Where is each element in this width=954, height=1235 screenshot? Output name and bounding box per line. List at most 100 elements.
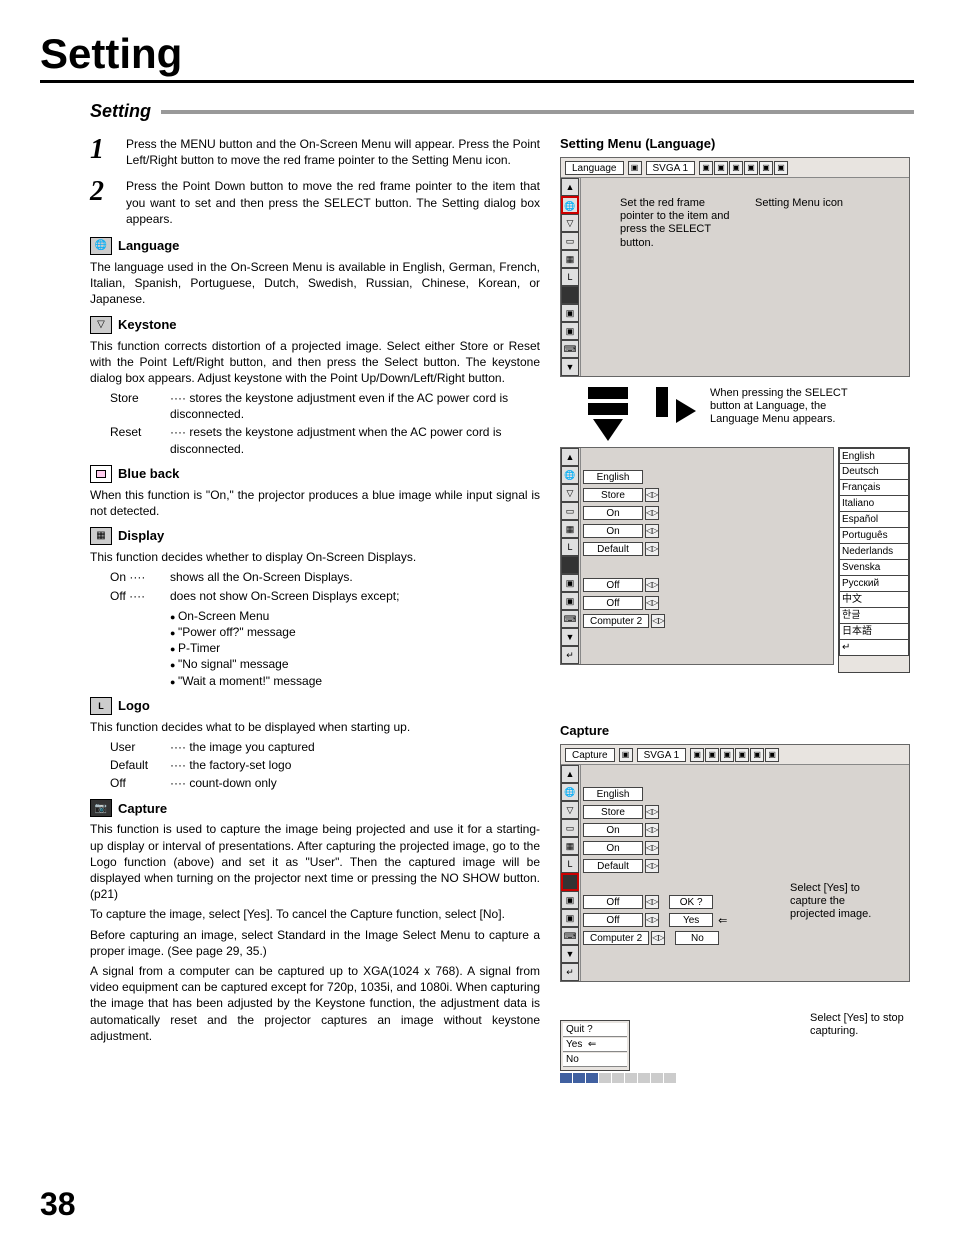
menu-item-icon: ▭ [561,232,579,250]
lr-arrow-icon: ◁▷ [645,596,659,610]
lang-option: Italiano [839,496,909,512]
capture-screenshot: Capture ▣ SVGA 1 ▣ ▣ ▣ ▣ ▣ ▣ ▲ 🌐 [560,744,910,982]
menu-header-label: Language [565,161,624,175]
menu-item-icon: ▭ [561,819,579,837]
lang-option: Русский [839,576,909,592]
down-arrow-icon: ▼ [561,358,579,376]
menu-item-icon: ▣ [561,304,579,322]
section-subtitle: Setting [90,101,151,122]
keystone-store-val: ···· stores the keystone adjustment even… [170,390,540,422]
menu-item-icon: ▽ [561,484,579,502]
lang-return-icon: ↵ [839,640,909,656]
globe-icon: 🌐 [90,237,112,255]
quit-label: Quit ? [563,1023,627,1037]
keystone-heading: Keystone [118,316,177,334]
lang-option: Français [839,480,909,496]
svga-label: SVGA 1 [637,748,687,762]
val-store: Store [583,805,643,819]
menu-item-icon: L [561,538,579,556]
display-bullets: On-Screen Menu "Power off?" message P-Ti… [170,608,540,689]
return-icon: ↵ [561,646,579,664]
lang-option: 中文 [839,592,909,608]
step-2: 2 Press the Point Down button to move th… [90,178,540,227]
quit-yes: Yes ⇐ [563,1038,627,1052]
up-arrow-icon: ▲ [561,178,579,196]
lang-option: 日本語 [839,624,909,640]
display-off-key: Off ···· [110,588,170,604]
keystone-icon: ▽ [90,316,112,334]
menu-item-icon: ▣ [561,891,579,909]
return-icon: ↵ [561,963,579,981]
lr-arrow-icon: ◁▷ [651,931,665,945]
lang-option: Svenska [839,560,909,576]
menu-item-icon: ▣ [561,909,579,927]
menu-item-icon [561,286,579,304]
lr-arrow-icon: ◁▷ [645,913,659,927]
page-title: Setting [40,30,914,83]
up-arrow-icon: ▲ [561,448,579,466]
menu-item-icon: ▽ [561,801,579,819]
display-body: This function decides whether to display… [90,549,540,565]
setting-menu-title: Setting Menu (Language) [560,136,910,151]
header-icon: ▣ [729,161,743,175]
header-icon: ▣ [720,748,734,762]
menu-item-icon: ⌨ [561,340,579,358]
menu-item-icon: ▦ [561,520,579,538]
lang-option: Nederlands [839,544,909,560]
lang-option: 한글 [839,608,909,624]
blueback-heading: Blue back [118,465,179,483]
progress-bar [560,1073,676,1083]
header-icon: ▣ [714,161,728,175]
val-off: Off [583,578,643,592]
blueback-body: When this function is "On," the projecto… [90,487,540,519]
header-icon: ▣ [774,161,788,175]
callout-selectlang: When pressing the SELECT button at Langu… [710,387,870,427]
menu-item-icon: L [561,268,579,286]
logo-user-key: User [110,739,170,755]
lang-option: Português [839,528,909,544]
capture-icon: 📷 [90,799,112,817]
capture-header-label: Capture [565,748,615,762]
logo-body: This function decides what to be display… [90,719,540,735]
lang-option: Deutsch [839,464,909,480]
val-on: On [583,823,643,837]
yes-option: Yes [669,913,713,927]
callout-settingicon: Setting Menu icon [755,197,843,210]
menu-icon: ▣ [619,748,633,762]
menu-item-icon: ▣ [561,322,579,340]
header-icon: ▣ [690,748,704,762]
display-off-val: does not show On-Screen Displays except; [170,588,540,604]
step-text: Press the Point Down button to move the … [126,178,540,227]
menu-item-icon: ▣ [561,592,579,610]
lr-arrow-icon: ◁▷ [645,841,659,855]
display-on-key: On ···· [110,569,170,585]
step-1: 1 Press the MENU button and the On-Scree… [90,136,540,168]
logo-off-key: Off [110,775,170,791]
page-number: 38 [40,1186,76,1223]
lr-arrow-icon: ◁▷ [645,506,659,520]
val-english: English [583,470,643,484]
val-default: Default [583,859,643,873]
header-icon: ▣ [750,748,764,762]
header-icon: ▣ [765,748,779,762]
down-arrow-icon: ▼ [561,628,579,646]
blueback-icon [90,465,112,483]
val-on: On [583,524,643,538]
logo-default-val: ···· the factory-set logo [170,757,540,773]
header-icon: ▣ [759,161,773,175]
menu-item-icon: ⌨ [561,927,579,945]
logo-default-key: Default [110,757,170,773]
val-on: On [583,841,643,855]
menu-item-icon [561,873,579,891]
lr-arrow-icon: ◁▷ [645,895,659,909]
menu-item-icon: L [561,855,579,873]
capture-heading: Capture [118,800,167,818]
svga-label: SVGA 1 [646,161,696,175]
step-number: 1 [90,136,126,168]
up-arrow-icon: ▲ [561,765,579,783]
capture-p3: Before capturing an image, select Standa… [90,927,540,959]
logo-user-val: ···· the image you captured [170,739,540,755]
lr-arrow-icon: ◁▷ [645,805,659,819]
lr-arrow-icon: ◁▷ [645,542,659,556]
setting-menu-screenshot-2: ▲ 🌐 ▽ ▭ ▦ L ▣ ▣ ⌨ ▼ ↵ [560,447,834,665]
